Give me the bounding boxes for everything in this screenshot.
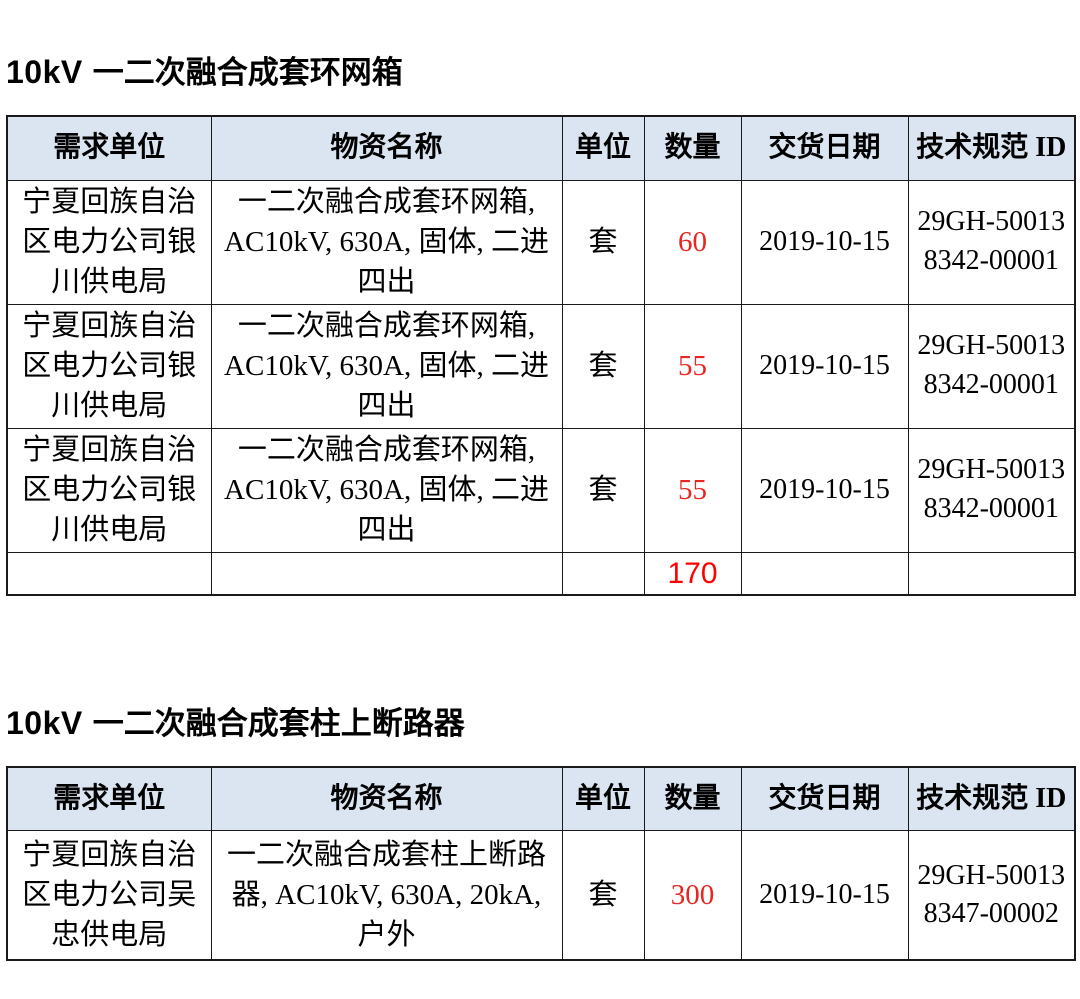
cell-spec-id: 29GH-500138342-00001 <box>907 303 1076 429</box>
table-row: 宁夏回族自治区电力公司银川供电局 一二次融合成套环网箱, AC10kV, 630… <box>6 179 1076 305</box>
cell-demand-unit: 宁夏回族自治区电力公司银川供电局 <box>6 179 212 305</box>
cell-delivery-date: 2019-10-15 <box>740 427 909 553</box>
title-voltage-prefix: 10kV <box>6 704 83 741</box>
cell-demand-unit: 宁夏回族自治区电力公司银川供电局 <box>6 427 212 553</box>
empty-cell <box>740 551 909 596</box>
cell-spec-id: 29GH-500138347-00002 <box>907 830 1076 961</box>
cell-delivery-date: 2019-10-15 <box>740 303 909 429</box>
col-header-delivery-date: 交货日期 <box>740 115 909 181</box>
cell-quantity: 300 <box>643 830 742 961</box>
header-row: 需求单位 物资名称 单位 数量 交货日期 技术规范 ID <box>6 766 1076 832</box>
section-title-pole-circuit-breaker: 10kV 一二次融合成套柱上断路器 <box>6 701 1074 746</box>
cell-uom: 套 <box>561 303 645 429</box>
col-header-quantity: 数量 <box>643 115 742 181</box>
empty-cell <box>210 551 563 596</box>
cell-quantity: 55 <box>643 303 742 429</box>
title-product-name: 一二次融合成套环网箱 <box>92 55 403 90</box>
cell-demand-unit: 宁夏回族自治区电力公司吴忠供电局 <box>6 830 212 961</box>
col-header-spec-id: 技术规范 ID <box>907 766 1076 832</box>
header-row: 需求单位 物资名称 单位 数量 交货日期 技术规范 ID <box>6 115 1076 181</box>
procurement-table-ring-main-unit: 需求单位 物资名称 单位 数量 交货日期 技术规范 ID 宁夏回族自治区电力公司… <box>6 115 1076 596</box>
section-pole-circuit-breaker: 10kV 一二次融合成套柱上断路器 需求单位 物资名称 单位 数量 交货日期 技术… <box>6 701 1076 961</box>
table-header: 需求单位 物资名称 单位 数量 交货日期 技术规范 ID <box>6 115 1076 181</box>
procurement-table-pole-circuit-breaker: 需求单位 物资名称 单位 数量 交货日期 技术规范 ID 宁夏回族自治区电力公司… <box>6 765 1076 961</box>
cell-material-name: 一二次融合成套环网箱, AC10kV, 630A, 固体, 二进四出 <box>210 303 563 429</box>
col-header-spec-id: 技术规范 ID <box>907 115 1076 181</box>
col-header-material-name: 物资名称 <box>210 766 563 832</box>
cell-quantity: 60 <box>643 179 742 305</box>
col-header-delivery-date: 交货日期 <box>740 766 909 832</box>
table-row: 宁夏回族自治区电力公司银川供电局 一二次融合成套环网箱, AC10kV, 630… <box>6 427 1076 553</box>
table-header: 需求单位 物资名称 单位 数量 交货日期 技术规范 ID <box>6 766 1076 832</box>
cell-uom: 套 <box>561 830 645 961</box>
title-voltage-prefix: 10kV <box>6 54 83 90</box>
table-row: 宁夏回族自治区电力公司吴忠供电局 一二次融合成套柱上断路器, AC10kV, 6… <box>6 830 1076 961</box>
col-header-quantity: 数量 <box>643 766 742 832</box>
section-title-ring-main-unit: 10kV 一二次融合成套环网箱 <box>6 50 1074 95</box>
cell-uom: 套 <box>561 179 645 305</box>
section-ring-main-unit: 10kV 一二次融合成套环网箱 需求单位 物资名称 单位 数量 交货日期 技术规范… <box>6 50 1076 596</box>
col-header-demand-unit: 需求单位 <box>6 766 212 832</box>
empty-cell <box>6 551 212 596</box>
total-row: 170 <box>6 551 1076 596</box>
cell-spec-id: 29GH-500138342-00001 <box>907 427 1076 553</box>
cell-material-name: 一二次融合成套环网箱, AC10kV, 630A, 固体, 二进四出 <box>210 427 563 553</box>
cell-material-name: 一二次融合成套环网箱, AC10kV, 630A, 固体, 二进四出 <box>210 179 563 305</box>
col-header-uom: 单位 <box>561 115 645 181</box>
cell-delivery-date: 2019-10-15 <box>740 179 909 305</box>
empty-cell <box>907 551 1076 596</box>
cell-spec-id: 29GH-500138342-00001 <box>907 179 1076 305</box>
cell-uom: 套 <box>561 427 645 553</box>
col-header-material-name: 物资名称 <box>210 115 563 181</box>
title-product-name: 一二次融合成套柱上断路器 <box>92 705 465 741</box>
document-page: 10kV 一二次融合成套环网箱 需求单位 物资名称 单位 数量 交货日期 技术规范… <box>0 50 1080 999</box>
cell-demand-unit: 宁夏回族自治区电力公司银川供电局 <box>6 303 212 429</box>
table-row: 宁夏回族自治区电力公司银川供电局 一二次融合成套环网箱, AC10kV, 630… <box>6 303 1076 429</box>
empty-cell <box>561 551 645 596</box>
cell-quantity: 55 <box>643 427 742 553</box>
cell-delivery-date: 2019-10-15 <box>740 830 909 961</box>
col-header-uom: 单位 <box>561 766 645 832</box>
cell-total-quantity: 170 <box>643 551 742 596</box>
col-header-demand-unit: 需求单位 <box>6 115 212 181</box>
cell-material-name: 一二次融合成套柱上断路器, AC10kV, 630A, 20kA, 户外 <box>210 830 563 961</box>
